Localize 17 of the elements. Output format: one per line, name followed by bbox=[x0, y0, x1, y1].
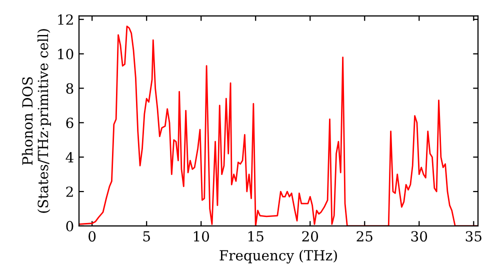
y-tick-label: 12 bbox=[58, 14, 73, 25]
y-tick-label: 6 bbox=[66, 118, 74, 128]
x-tick-label: 20 bbox=[302, 231, 318, 242]
x-tick-label: 5 bbox=[143, 231, 150, 242]
y-tick-label: 2 bbox=[66, 186, 73, 197]
x-tick-label: 35 bbox=[466, 231, 482, 242]
y-tick-label: 4 bbox=[66, 152, 74, 162]
y-tick-label: 8 bbox=[66, 83, 74, 94]
x-tick-label: 0 bbox=[88, 231, 96, 242]
x-tick-label: 15 bbox=[248, 231, 264, 242]
x-tick-label: 30 bbox=[411, 231, 428, 242]
x-axis-title: Frequency (THz) bbox=[220, 250, 337, 264]
x-tick-label: 25 bbox=[356, 231, 372, 242]
y-tick-label: 10 bbox=[58, 48, 74, 60]
y-axis-title: Phonon DOS (States/THz·primitive cell) bbox=[22, 29, 51, 213]
x-tick-label: 10 bbox=[194, 231, 210, 242]
y-tick-label: 0 bbox=[66, 220, 74, 232]
